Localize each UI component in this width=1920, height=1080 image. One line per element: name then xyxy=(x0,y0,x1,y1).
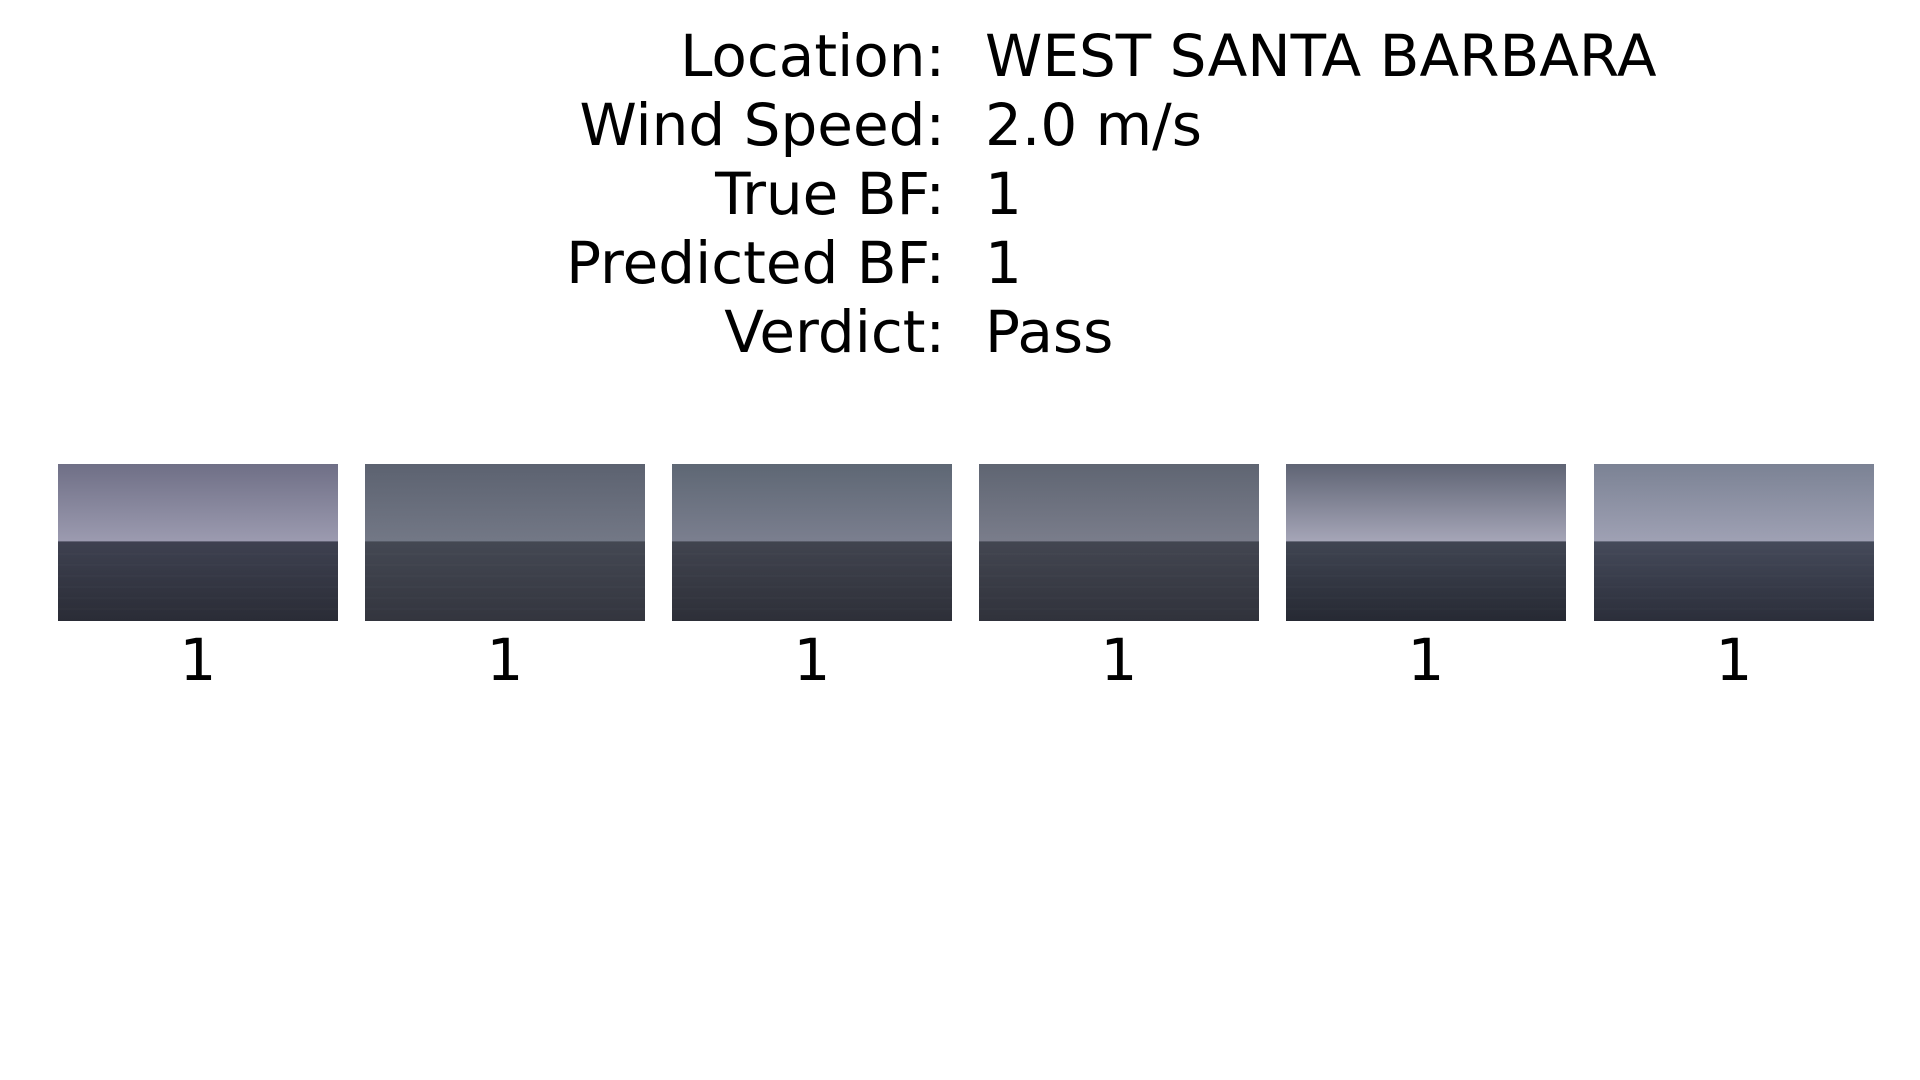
frame-label: 1 xyxy=(1407,626,1445,694)
info-row-location: Location: WEST SANTA BARBARA xyxy=(0,22,1920,91)
sea xyxy=(365,542,645,621)
info-row-true-bf: True BF: 1 xyxy=(0,160,1920,229)
sky xyxy=(1286,464,1566,542)
info-row-wind-speed: Wind Speed: 2.0 m/s xyxy=(0,91,1920,160)
sea-photo-thumbnail xyxy=(1594,464,1874,621)
location-label: Location: xyxy=(680,22,945,90)
frame-label: 1 xyxy=(1100,626,1138,694)
frame-label: 1 xyxy=(1715,626,1753,694)
sea xyxy=(672,542,952,621)
true-bf-value: 1 xyxy=(985,160,1022,228)
sea xyxy=(1286,542,1566,621)
sea xyxy=(58,542,338,621)
verdict-label: Verdict: xyxy=(724,298,945,366)
sky xyxy=(672,464,952,542)
sea-photo-thumbnail xyxy=(979,464,1259,621)
frame-3: 1 xyxy=(672,464,952,695)
wind-speed-label: Wind Speed: xyxy=(579,91,945,159)
predicted-bf-label: Predicted BF: xyxy=(566,229,945,297)
sea-photo-thumbnail xyxy=(672,464,952,621)
info-panel: Location: WEST SANTA BARBARA Wind Speed:… xyxy=(0,22,1920,367)
sea-photo-thumbnail xyxy=(365,464,645,621)
sea xyxy=(1594,542,1874,621)
sky xyxy=(365,464,645,542)
wind-speed-value: 2.0 m/s xyxy=(985,91,1202,159)
frame-4: 1 xyxy=(979,464,1259,695)
location-value: WEST SANTA BARBARA xyxy=(985,22,1657,90)
frame-label: 1 xyxy=(486,626,524,694)
sky xyxy=(58,464,338,542)
verdict-value: Pass xyxy=(985,298,1114,366)
frame-2: 1 xyxy=(365,464,645,695)
frame-5: 1 xyxy=(1286,464,1566,695)
sky xyxy=(979,464,1259,542)
frame-label: 1 xyxy=(179,626,217,694)
sea-photo-thumbnail xyxy=(1286,464,1566,621)
sky xyxy=(1594,464,1874,542)
sea xyxy=(979,542,1259,621)
info-row-verdict: Verdict: Pass xyxy=(0,298,1920,367)
predicted-bf-value: 1 xyxy=(985,229,1022,297)
frame-6: 1 xyxy=(1594,464,1874,695)
frame-label: 1 xyxy=(793,626,831,694)
image-strip: 1 1 1 1 1 1 xyxy=(0,464,1920,694)
sea-photo-thumbnail xyxy=(58,464,338,621)
true-bf-label: True BF: xyxy=(715,160,945,228)
frame-1: 1 xyxy=(58,464,338,695)
info-row-predicted-bf: Predicted BF: 1 xyxy=(0,229,1920,298)
